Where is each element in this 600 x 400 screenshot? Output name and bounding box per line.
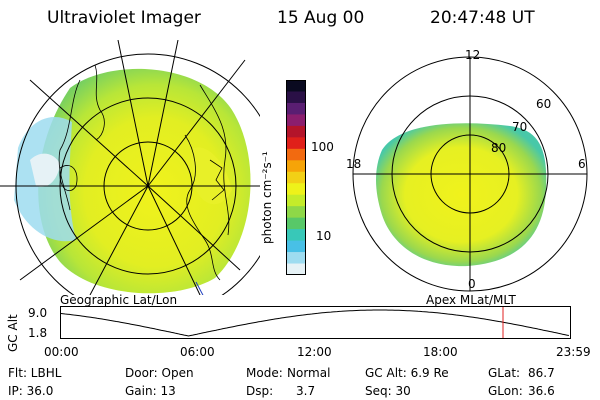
auroral-image-magnetic [376,123,547,267]
date-label: 15 Aug 00 [277,8,365,28]
timeline-ymin: 1.8 [28,326,48,340]
glat-label: GLat: [488,366,521,380]
colorbar-stripe [286,206,306,219]
geographic-image-panel [0,40,260,295]
colorbar-stripe [286,194,306,207]
mode-value: Normal [287,366,331,380]
mlt-label-6: 6 [578,157,586,171]
colorbar-stripe [286,114,306,127]
seq-info: Seq: 30 [365,384,411,398]
glat-value: 86.7 [528,366,555,380]
instrument-title: Ultraviolet Imager [47,8,201,28]
colorbar-stripe [286,137,306,150]
gc-alt-info: GC Alt: 6.9 Re [365,366,449,380]
colorbar-unit-label: photon cm⁻²s⁻¹ [260,151,274,244]
colorbar-stripe [286,183,306,196]
lat-label-70: 70 [512,120,528,134]
door-info: Door: Open [125,366,194,380]
colorbar-stripe [286,171,306,184]
timeline-ymax: 9.0 [28,306,48,320]
lat-label-80: 80 [491,141,507,155]
glon-label: GLon: [488,384,523,398]
colorbar-tick-100: 100 [311,140,334,154]
colorbar-stripe [286,148,306,161]
timeline-tick-0600: 06:00 [180,345,215,359]
timeline-ylabel: GC Alt [6,314,20,352]
colorbar-stripe [286,229,306,242]
colorbar-stripe [286,263,306,276]
colorbar-stripe [286,240,306,253]
colorbar-stripe [286,102,306,115]
mlt-label-0: 0 [468,277,476,291]
mlt-label-12: 12 [465,48,481,62]
geographic-caption: Geographic Lat/Lon [60,293,178,307]
colorbar-tick-10: 10 [316,229,332,243]
altitude-timeline-plot [60,306,571,339]
colorbar-stripe [286,252,306,265]
magnetic-polar-panel [352,56,588,292]
gain-info: Gain: 13 [125,384,176,398]
timeline-tick-0000: 00:00 [44,345,79,359]
timeline-tick-1200: 12:00 [297,345,332,359]
magnetic-caption: Apex MLat/MLT [426,293,516,307]
time-label: 20:47:48 UT [430,8,535,28]
colorbar-stripe [286,91,306,104]
mlt-label-18: 18 [346,157,362,171]
orbit-altitude-curve [60,309,569,337]
colorbar [286,80,306,276]
mode-label: Mode: [246,366,283,380]
dsp-label: Dsp: [246,384,274,398]
auroral-image-geographic [38,68,251,294]
dsp-value: 3.7 [296,384,316,398]
glon-value: 36.6 [528,384,555,398]
lat-label-60: 60 [536,97,552,111]
colorbar-stripe [286,125,306,138]
ip-info: IP: 36.0 [8,384,54,398]
timeline-tick-2359: 23:59 [556,345,591,359]
colorbar-stripe [286,160,306,173]
colorbar-stripe [286,80,306,92]
filter-info: Flt: LBHL [8,366,62,380]
colorbar-stripe [286,217,306,230]
timeline-tick-1800: 18:00 [423,345,458,359]
